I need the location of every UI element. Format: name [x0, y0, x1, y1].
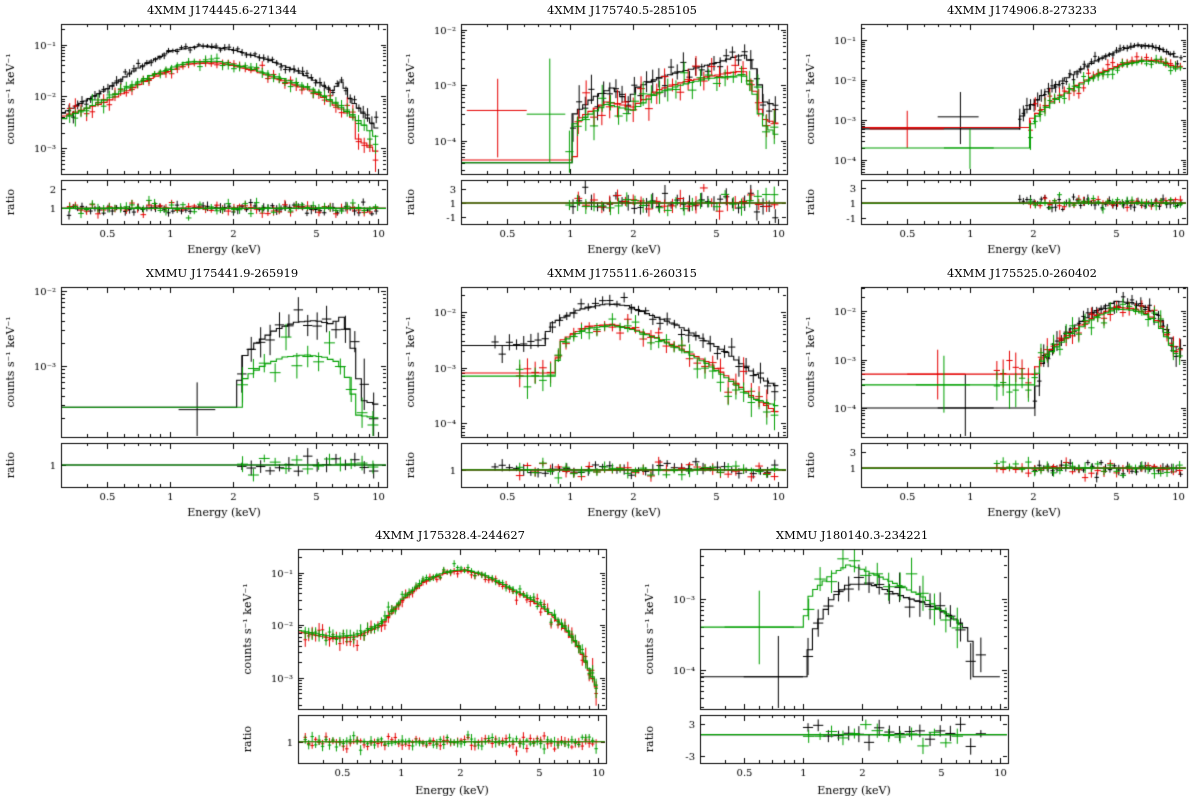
panel-4xmm-j174906-8-273233: 4XMM J174906.8-273233 [801, 2, 1199, 260]
spectrum-ratio-plot [238, 527, 618, 796]
spectrum-ratio-plot [640, 527, 1020, 796]
spectrum-ratio-plot [1, 2, 399, 260]
panel-title: 4XMM J175740.5-285105 [547, 3, 697, 17]
panel-title: XMMU J180140.3-234221 [775, 528, 929, 542]
panel-4xmm-j175525-0-260402: 4XMM J175525.0-260402 [801, 265, 1199, 523]
panel-4xmm-j175511-6-260315: 4XMM J175511.6-260315 [401, 265, 799, 523]
panel-title: 4XMM J174906.8-273233 [947, 3, 1097, 17]
spectrum-ratio-plot [1, 265, 399, 523]
panel-title: 4XMM J175328.4-244627 [375, 528, 525, 542]
spectrum-ratio-plot [401, 265, 799, 523]
panel-4xmm-j175740-5-285105: 4XMM J175740.5-285105 [401, 2, 799, 260]
panel-4xmm-j175328-4-244627: 4XMM J175328.4-244627 [238, 527, 618, 796]
panel-title: XMMU J175441.9-265919 [145, 266, 299, 280]
panel-title: 4XMM J175511.6-260315 [547, 266, 697, 280]
spectrum-ratio-plot [801, 2, 1199, 260]
panel-xmmu-j175441-9-265919: XMMU J175441.9-265919 [1, 265, 399, 523]
panel-title: 4XMM J174445.6-271344 [147, 3, 297, 17]
panel-xmmu-j180140-3-234221: XMMU J180140.3-234221 [640, 527, 1020, 796]
spectrum-ratio-plot [801, 265, 1199, 523]
panel-4xmm-j174445-6-271344: 4XMM J174445.6-271344 [1, 2, 399, 260]
spectrum-ratio-plot [401, 2, 799, 260]
panel-title: 4XMM J175525.0-260402 [947, 266, 1097, 280]
